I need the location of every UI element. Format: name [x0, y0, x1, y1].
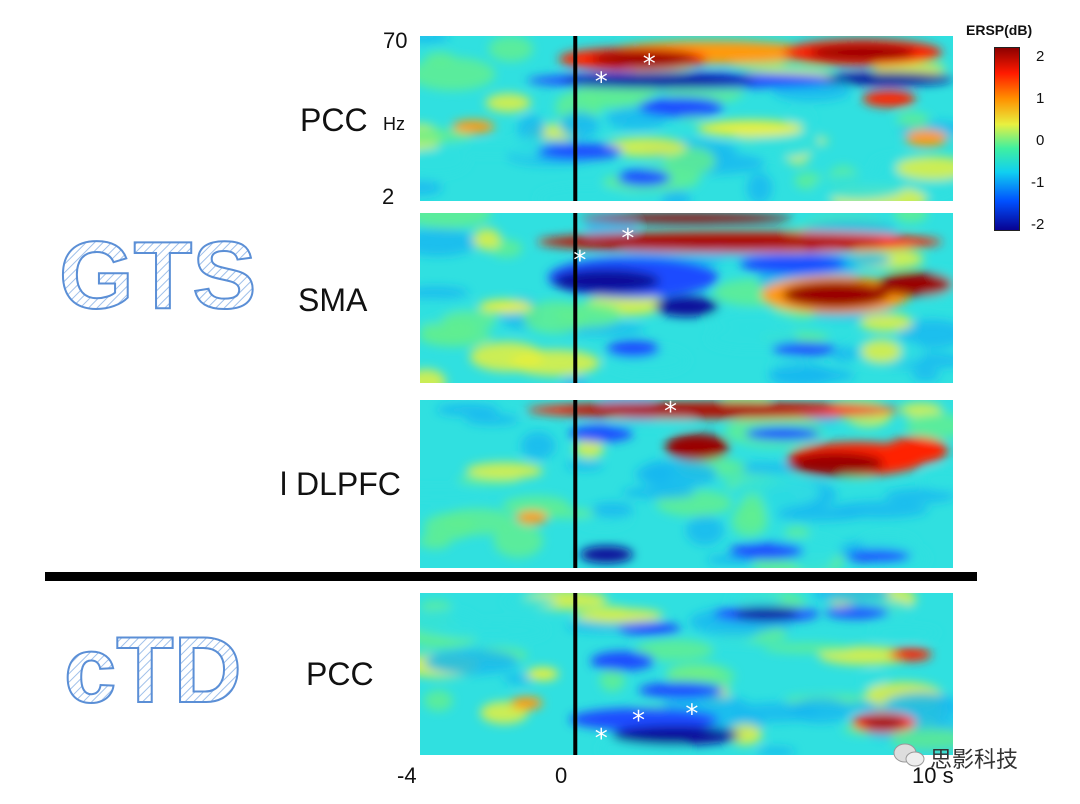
group-gts-text: GTS: [59, 222, 255, 322]
x-tick-end: 10 s: [912, 763, 954, 788]
significance-marker: *: [632, 706, 645, 736]
colorbar-tick-0: 0: [1036, 132, 1045, 149]
y-unit-label: Hz: [383, 114, 405, 134]
colorbar-title: ERSP(dB): [966, 22, 1033, 38]
colorbar-tick-neg1: -1: [1031, 174, 1045, 191]
y-tick-top: 70: [383, 28, 408, 53]
region-label-ctd-pcc: PCC: [306, 656, 374, 692]
watermark-text: 思影科技: [930, 747, 1019, 772]
significance-marker: *: [595, 67, 608, 97]
group-divider: [45, 572, 977, 581]
significance-marker: *: [643, 49, 656, 79]
colorbar-tick-1: 1: [1036, 90, 1045, 107]
heatmap-gts-sma: **: [420, 213, 953, 383]
heatmap-gts-dlpfc: *: [420, 400, 953, 568]
heatmap-gts-pcc: **: [420, 36, 953, 201]
significance-marker: *: [664, 400, 677, 427]
watermark-logo-icon: [893, 743, 925, 767]
region-label-gts-pcc: PCC: [300, 102, 368, 138]
significance-marker: *: [621, 224, 634, 254]
colorbar-tick-2: 2: [1036, 48, 1045, 65]
significance-marker: *: [573, 246, 586, 276]
group-ctd-text: cTD: [64, 617, 242, 712]
region-label-gts-dlpfc: l DLPFC: [280, 466, 401, 502]
group-label-ctd: cTD: [63, 616, 243, 712]
heatmap-ctd-pcc: * * *: [420, 593, 953, 755]
x-tick-zero: 0: [555, 763, 568, 788]
significance-marker: *: [685, 700, 698, 730]
region-label-gts-sma: SMA: [298, 282, 368, 318]
y-tick-bottom: 2: [382, 184, 395, 209]
x-tick-start: -4: [397, 763, 417, 788]
group-label-gts: GTS: [58, 222, 255, 322]
colorbar: [994, 47, 1020, 231]
colorbar-tick-neg2: -2: [1031, 216, 1045, 233]
significance-marker: *: [595, 724, 608, 754]
